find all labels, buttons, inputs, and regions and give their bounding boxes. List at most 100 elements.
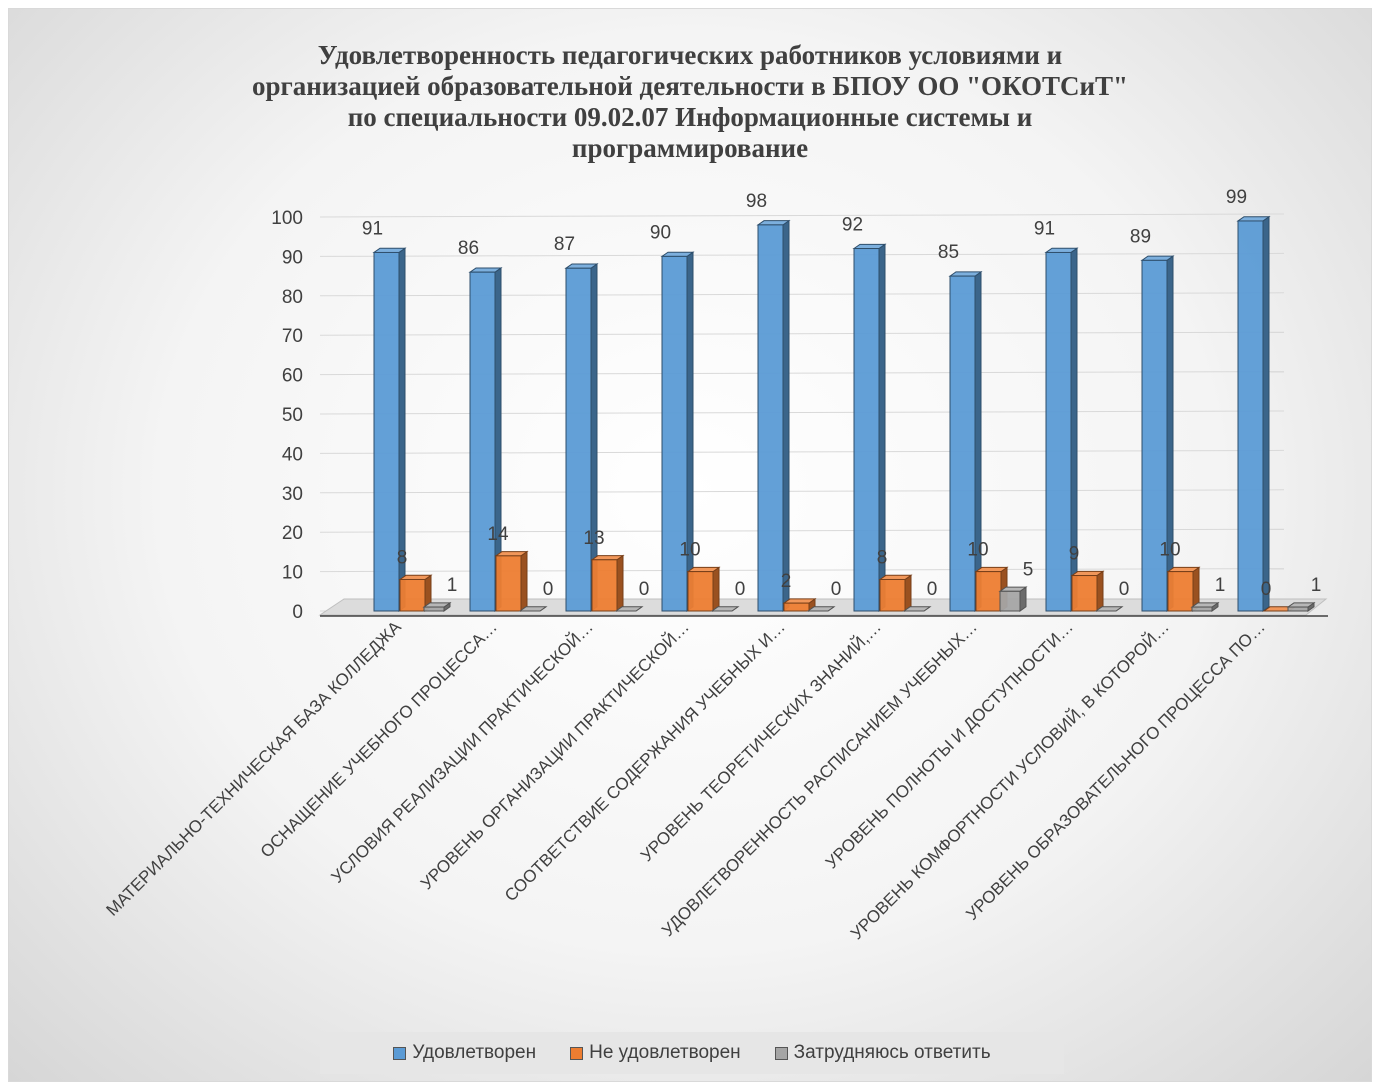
data-label: 5 (1023, 559, 1034, 580)
bar-top (974, 566, 1009, 573)
data-label: 89 (1130, 226, 1151, 247)
bar (468, 266, 503, 612)
bar-front (495, 555, 522, 612)
gridline (319, 252, 1285, 257)
bar (998, 586, 1028, 612)
legend-swatch (393, 1046, 407, 1060)
bar-top (494, 551, 529, 557)
x-category-label: УДОВЛЕТВОРЕННОСТЬ РАСПИСАНИЕМ УЧЕБНЫХ… (658, 617, 981, 940)
bar-front (399, 578, 426, 612)
bar-top (372, 247, 407, 253)
data-label: 0 (543, 579, 554, 600)
data-label: 8 (877, 547, 888, 568)
gridline (319, 292, 1285, 297)
bar-front (1191, 606, 1213, 612)
bar-top (564, 263, 599, 269)
bar (852, 243, 887, 612)
bar (518, 606, 548, 612)
bar-top (1236, 216, 1271, 222)
data-label: 92 (842, 215, 863, 236)
bar-side (1262, 215, 1270, 612)
legend-swatch (774, 1046, 788, 1060)
gridline (319, 568, 1285, 573)
bar (398, 574, 433, 612)
data-label: 98 (746, 191, 767, 212)
bar-side (520, 550, 528, 612)
bar (1286, 601, 1316, 612)
bar-side (904, 574, 912, 612)
data-label: 10 (967, 540, 988, 561)
gridline (319, 331, 1285, 336)
bar-top (878, 574, 913, 580)
gridline (319, 489, 1285, 494)
bar (1190, 601, 1220, 612)
legend-label: Удовлетворен (412, 1042, 537, 1063)
bar-front (469, 271, 496, 612)
data-label: 0 (639, 579, 650, 600)
gridline (319, 528, 1285, 533)
bar (806, 606, 836, 612)
data-label: 13 (583, 528, 604, 549)
bar-top (1166, 566, 1201, 573)
bar-top (660, 251, 695, 257)
bar-top (686, 566, 721, 573)
bar-front (1167, 571, 1194, 612)
bar (1094, 606, 1124, 612)
y-tick-label: 10 (282, 563, 303, 584)
legend-label: Затрудняюсь ответить (793, 1042, 991, 1063)
y-tick-label: 50 (282, 405, 303, 426)
gridline (319, 449, 1285, 454)
chart-legend: Удовлетворен Не удовлетворен Затрудняюсь о… (320, 1032, 1064, 1074)
bar-front (565, 267, 592, 612)
data-label: 87 (554, 234, 575, 255)
bar-top (590, 555, 625, 561)
bar (422, 601, 452, 612)
chart-title: Удовлетворенность педагогических работни… (251, 40, 1129, 163)
bar-side (712, 566, 720, 612)
bar-top (398, 574, 433, 580)
legend-label: Не удовлетворен (589, 1042, 741, 1063)
y-tick-label: 20 (282, 523, 303, 544)
bar-front (423, 606, 445, 612)
bar-front (1237, 220, 1264, 612)
bar (614, 606, 644, 612)
bar-side (1096, 570, 1104, 612)
bar-top (1094, 606, 1124, 612)
y-tick-label: 70 (282, 326, 303, 347)
data-label: 0 (831, 579, 842, 600)
x-category-label: УРОВЕНЬ КОМФОРТНОСТИ УСЛОВИЙ, В КОТОРОЙ… (847, 617, 1173, 943)
data-label: 0 (1261, 579, 1272, 600)
data-label: 0 (1119, 579, 1130, 600)
bar-front (373, 251, 400, 612)
data-label: 1 (1311, 575, 1322, 596)
bar (660, 251, 695, 612)
bar-top (902, 606, 932, 612)
bar (902, 606, 932, 612)
bar-top (1044, 247, 1079, 253)
bar-front (1141, 259, 1168, 612)
y-tick-label: 90 (282, 247, 303, 268)
bar (1070, 570, 1105, 612)
bar-front (783, 602, 810, 612)
bar-front (975, 571, 1002, 612)
gridline (319, 213, 1285, 218)
data-label: 0 (927, 579, 938, 600)
bar-top (852, 243, 887, 250)
bar-top (756, 220, 791, 226)
data-label: 91 (1034, 218, 1055, 239)
bar (974, 566, 1009, 612)
data-label: 86 (458, 238, 479, 259)
gridline (319, 371, 1285, 376)
gridline (319, 410, 1285, 415)
bar-top (948, 271, 983, 277)
data-label: 14 (487, 524, 509, 545)
bar-top (806, 606, 836, 612)
bar-front (757, 224, 784, 612)
legend-item: Удовлетворен (393, 1042, 536, 1064)
data-label: 1 (1215, 575, 1226, 596)
data-label: 90 (650, 222, 671, 243)
bar-top (614, 606, 644, 612)
bar-front (591, 559, 618, 612)
bar (564, 263, 599, 612)
